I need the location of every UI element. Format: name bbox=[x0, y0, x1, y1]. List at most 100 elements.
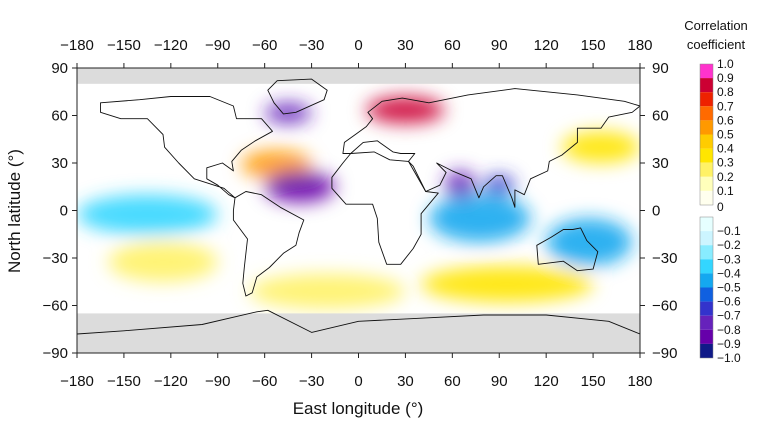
field-region-11 bbox=[546, 218, 633, 266]
field-blobs bbox=[77, 96, 640, 309]
colorbar-swatch-positive bbox=[700, 120, 713, 135]
colorbar-swatch-negative bbox=[700, 315, 713, 330]
field-region-8 bbox=[428, 194, 531, 243]
colorbar-label: 0 bbox=[717, 200, 724, 214]
x-tick-label-top: −60 bbox=[252, 37, 277, 54]
colorbar-label: −0.3 bbox=[717, 252, 741, 266]
y-tick-label-right: 60 bbox=[652, 108, 669, 125]
field-region-4 bbox=[561, 131, 640, 164]
coastline-eurasia bbox=[342, 88, 640, 208]
y-tick-label-right: −90 bbox=[652, 345, 677, 362]
colorbar-swatch-positive bbox=[700, 148, 713, 163]
colorbar-label: −0.6 bbox=[717, 295, 741, 309]
x-tick-label-bottom: −180 bbox=[60, 373, 94, 390]
y-tick-label-right: 0 bbox=[652, 203, 660, 220]
x-tick-label-bottom: −90 bbox=[205, 373, 230, 390]
x-tick-label-top: −180 bbox=[60, 37, 94, 54]
colorbar-frame-positive bbox=[699, 63, 714, 206]
x-tick-label-top: 90 bbox=[491, 37, 508, 54]
coastline-north-america bbox=[100, 96, 273, 199]
x-tick-label-top: −30 bbox=[299, 37, 324, 54]
y-tick-label-right: −60 bbox=[652, 298, 677, 315]
colorbar-frame-negative bbox=[699, 216, 714, 359]
field-region-13 bbox=[77, 313, 640, 353]
colorbar-label: −0.9 bbox=[717, 337, 741, 351]
colorbar-swatch-negative bbox=[700, 287, 713, 302]
colorbar-label: 0.1 bbox=[717, 184, 734, 198]
x-tick-label-top: −150 bbox=[107, 37, 141, 54]
colorbar-label: 0.7 bbox=[717, 99, 734, 113]
colorbar-label: 0.8 bbox=[717, 85, 734, 99]
y-tick-label-right: 30 bbox=[652, 155, 669, 172]
colorbar: Correlation coefficient 1.00.90.80.70.60… bbox=[684, 18, 748, 365]
colorbar-swatch-positive bbox=[700, 106, 713, 121]
x-tick-label-bottom: 0 bbox=[354, 373, 362, 390]
x-tick-label-bottom: 180 bbox=[627, 373, 652, 390]
colorbar-swatch-positive bbox=[700, 134, 713, 149]
y-tick-label-right: −30 bbox=[652, 250, 677, 267]
coastline-africa bbox=[331, 151, 439, 265]
colorbar-swatch-positive bbox=[700, 64, 713, 79]
x-tick-label-bottom: 120 bbox=[534, 373, 559, 390]
x-tick-label-top: −120 bbox=[154, 37, 188, 54]
y-tick-label-left: −90 bbox=[43, 345, 68, 362]
colorbar-swatch-positive bbox=[700, 162, 713, 177]
x-tick-label-bottom: −120 bbox=[154, 373, 188, 390]
x-tick-label-bottom: 90 bbox=[491, 373, 508, 390]
colorbar-label: 1.0 bbox=[717, 57, 734, 71]
colorbar-swatch-positive bbox=[700, 176, 713, 191]
colorbar-label: 0.2 bbox=[717, 170, 734, 184]
y-tick-label-left: 30 bbox=[51, 155, 68, 172]
colorbar-label: 0.3 bbox=[717, 156, 734, 170]
x-tick-label-top: 120 bbox=[534, 37, 559, 54]
x-axis-title: East longitude (°) bbox=[293, 399, 424, 418]
x-tick-label-top: 60 bbox=[444, 37, 461, 54]
colorbar-swatch-negative bbox=[700, 343, 713, 358]
field-region-2 bbox=[264, 170, 336, 203]
colorbar-swatch-negative bbox=[700, 217, 713, 232]
coastlines bbox=[77, 78, 640, 335]
colorbar-label: 0.5 bbox=[717, 128, 734, 142]
x-tick-label-bottom: −30 bbox=[299, 373, 324, 390]
field-region-10 bbox=[483, 175, 515, 195]
field-region-9 bbox=[444, 170, 476, 198]
colorbar-swatch-negative bbox=[700, 329, 713, 344]
field-region-0 bbox=[366, 96, 445, 124]
colorbar-label: −0.2 bbox=[717, 238, 741, 252]
y-tick-label-left: 60 bbox=[51, 108, 68, 125]
y-axis-title: North latitude (°) bbox=[5, 149, 24, 273]
colorbar-label: −0.4 bbox=[717, 266, 741, 280]
x-tick-label-bottom: −150 bbox=[107, 373, 141, 390]
colorbar-title-line1: Correlation bbox=[684, 18, 748, 33]
field-region-5 bbox=[77, 194, 218, 235]
field-region-12 bbox=[249, 273, 406, 309]
coastline-antarctica bbox=[77, 309, 640, 335]
colorbar-swatch-positive bbox=[700, 92, 713, 107]
colorbar-swatch-positive bbox=[700, 190, 713, 205]
coastline-south-america bbox=[232, 191, 305, 297]
x-tick-label-top: 180 bbox=[627, 37, 652, 54]
x-tick-label-bottom: 30 bbox=[397, 373, 414, 390]
colorbar-label: 0.6 bbox=[717, 113, 734, 127]
colorbar-swatch-negative bbox=[700, 231, 713, 246]
y-tick-label-left: −30 bbox=[43, 250, 68, 267]
colorbar-label: −0.1 bbox=[717, 224, 741, 238]
x-tick-label-bottom: 60 bbox=[444, 373, 461, 390]
correlation-field bbox=[77, 68, 640, 353]
x-tick-label-bottom: −60 bbox=[252, 373, 277, 390]
colorbar-label: −0.5 bbox=[717, 281, 741, 295]
colorbar-title-line2: coefficient bbox=[687, 37, 746, 52]
colorbar-swatch-negative bbox=[700, 301, 713, 316]
colorbar-label: 0.9 bbox=[717, 71, 734, 85]
field-region-6 bbox=[108, 242, 218, 282]
field-region-7 bbox=[421, 265, 594, 303]
x-tick-label-top: 0 bbox=[354, 37, 362, 54]
map-plot-area bbox=[76, 67, 641, 354]
colorbar-label: −1.0 bbox=[717, 351, 741, 365]
y-tick-label-right: 90 bbox=[652, 60, 669, 77]
y-tick-label-left: 0 bbox=[60, 203, 68, 220]
x-tick-label-top: 30 bbox=[397, 37, 414, 54]
y-tick-label-left: 90 bbox=[51, 60, 68, 77]
x-tick-label-top: −90 bbox=[205, 37, 230, 54]
colorbar-label: 0.4 bbox=[717, 142, 734, 156]
